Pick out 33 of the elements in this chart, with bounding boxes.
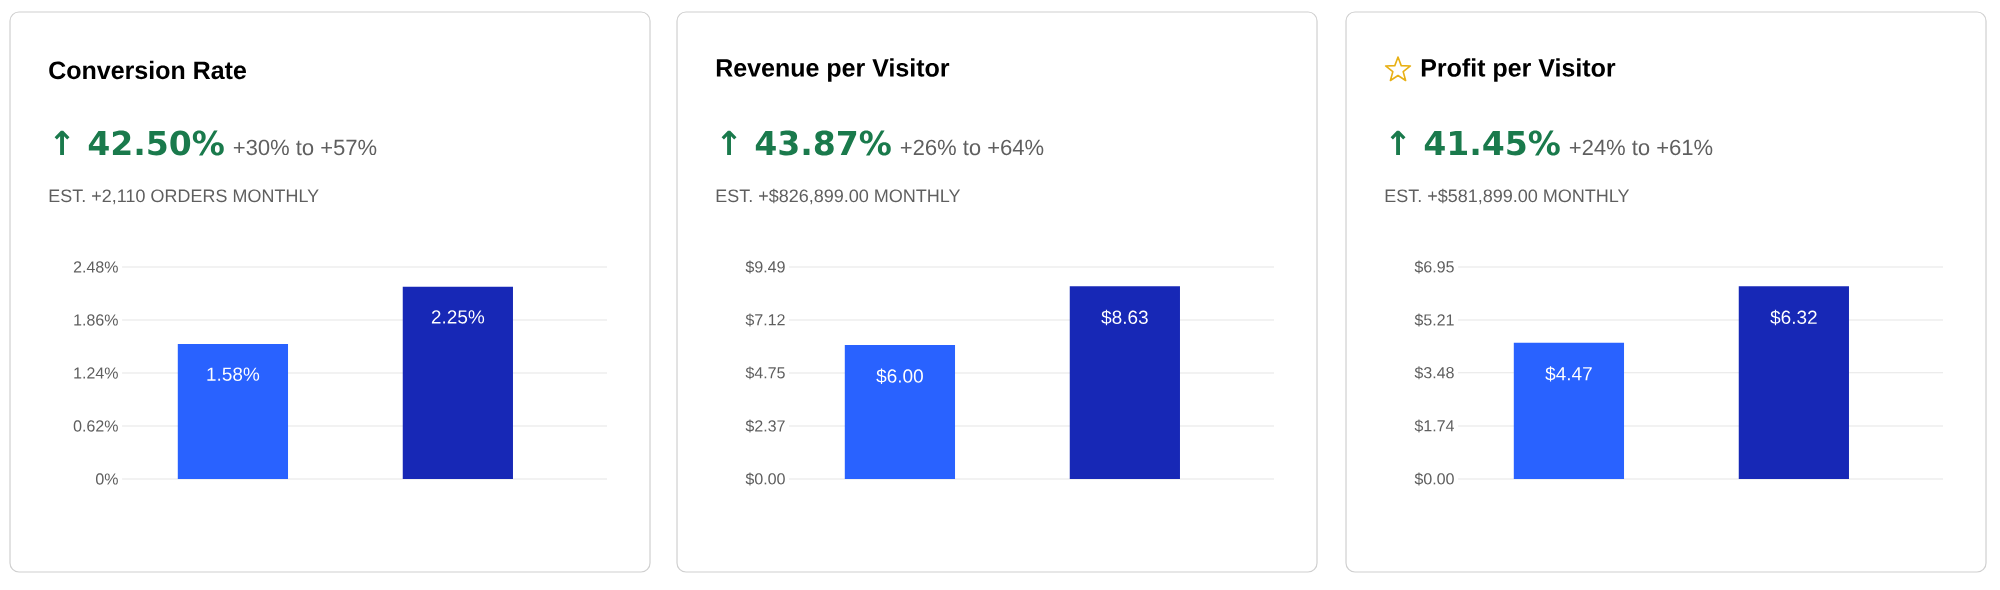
y-tick-label: 2.48% bbox=[73, 261, 118, 273]
data-label: $6.32 bbox=[1770, 309, 1817, 326]
text: +26% to +64% bbox=[900, 139, 1044, 156]
data-label: $6.00 bbox=[876, 368, 923, 384]
chart-title: Revenue per Visitor bbox=[716, 58, 950, 82]
chart-subtitle: ↑ 41.45% bbox=[1390, 130, 1560, 156]
y-tick-label: 0% bbox=[95, 473, 118, 485]
y-tick-label: $9.49 bbox=[745, 260, 785, 274]
y-tick-label: $1.74 bbox=[1414, 419, 1454, 433]
y-tick-label: 0.62% bbox=[73, 420, 118, 432]
chart-subtitle: ↑ 42.50% bbox=[54, 130, 224, 156]
data-label: $8.63 bbox=[1101, 309, 1148, 326]
chart-title: Profit per Visitor bbox=[1421, 58, 1616, 82]
text: +24% to +61% bbox=[1569, 139, 1713, 156]
chart-subtitle: ↑ 43.87% bbox=[721, 130, 891, 156]
y-tick-label: $7.12 bbox=[745, 313, 785, 327]
y-tick-label: 1.86% bbox=[74, 314, 118, 326]
chart-title: Conversion Rate bbox=[49, 60, 246, 80]
data-label: 1.58% bbox=[207, 367, 260, 381]
y-tick-label: $0.00 bbox=[1414, 472, 1454, 486]
text: EST. +2,110 ORDERS MONTHLY bbox=[49, 189, 319, 205]
data-label: 2.25% bbox=[431, 310, 485, 324]
y-tick-label: $0.00 bbox=[745, 472, 785, 486]
y-tick-label: $2.37 bbox=[745, 419, 785, 433]
y-tick-label: $6.95 bbox=[1414, 260, 1454, 274]
text: +30% to +57% bbox=[233, 139, 377, 156]
text: EST. +$826,899.00 MONTHLY bbox=[716, 188, 961, 205]
y-tick-label: 1.24% bbox=[74, 367, 118, 379]
data-label: $4.47 bbox=[1545, 366, 1592, 382]
y-tick-label: $4.75 bbox=[745, 366, 785, 380]
y-tick-label: $5.21 bbox=[1414, 313, 1454, 327]
text: EST. +$581,899.00 MONTHLY bbox=[1385, 188, 1630, 205]
y-tick-label: $3.48 bbox=[1414, 366, 1454, 380]
